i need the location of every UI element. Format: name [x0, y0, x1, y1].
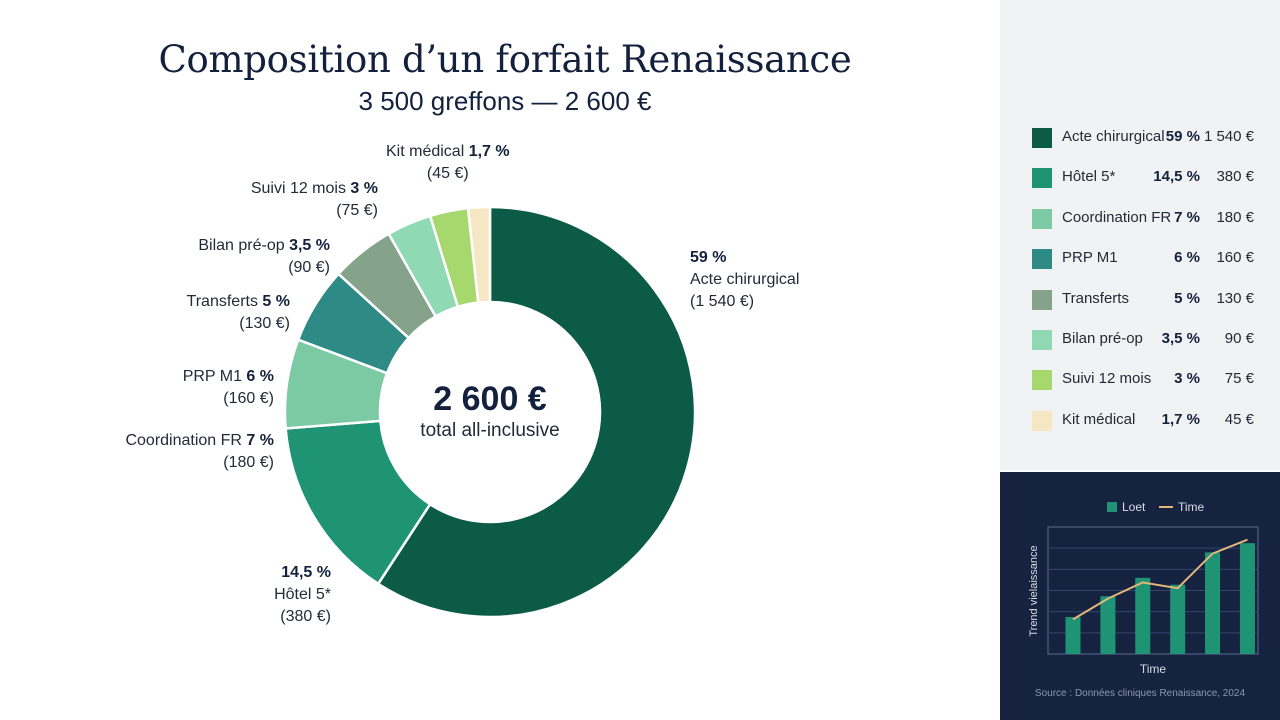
legend-label: PRP M1: [1062, 249, 1118, 267]
legend-percent: 7 %: [1174, 208, 1200, 226]
mini-bar-chart: Loet Time Time Trend vielaissance: [1028, 500, 1259, 676]
donut-chart: [283, 205, 697, 619]
mini-bar: [1065, 617, 1081, 654]
slice-amount: (75 €): [336, 202, 378, 219]
slice-label-acte: 59 % Acte chirurgical (1 540 €): [690, 247, 799, 313]
slice-amount: (130 €): [239, 315, 290, 332]
legend-amount: 45 €: [1224, 410, 1254, 428]
donut-slice-acte-chirurgical: [376, 205, 697, 619]
mini-trend-panel: Loet Time Time Trend vielaissance Source : …: [1000, 472, 1280, 720]
legend-item: PRP M1 6 % 160 €: [1000, 247, 1280, 271]
slice-name: Acte chirurgical: [690, 271, 800, 288]
legend-swatch: [1032, 168, 1052, 189]
legend-item: Hôtel 5* 14,5 % 380 €: [1000, 166, 1280, 190]
slice-amount: (380 €): [280, 608, 331, 625]
legend-item: Kit médical 1,7 % 45 €: [1000, 409, 1280, 433]
legend-amount: 90 €: [1224, 330, 1254, 347]
legend-swatch: [1032, 249, 1052, 270]
legend-amount: 380 €: [1216, 168, 1254, 186]
slice-name: Transferts: [186, 293, 258, 310]
mini-bar: [1135, 577, 1151, 654]
legend-percent: 59 %: [1165, 128, 1200, 145]
mini-bar: [1205, 552, 1221, 654]
legend-percent: 6 %: [1174, 249, 1200, 267]
slice-name: Kit médical: [386, 143, 465, 160]
slice-name: Suivi 12 mois: [250, 180, 346, 197]
legend-label: Suivi 12 mois: [1062, 370, 1152, 388]
slice-pct: 1,7 %: [468, 143, 510, 160]
chart-subtitle: 3 500 greffons — 2 600 €: [358, 86, 652, 116]
mini-bar: [1100, 596, 1116, 654]
mini-bar: [1239, 543, 1255, 654]
slice-name: PRP M1: [182, 368, 242, 385]
slice-name: Bilan pré-op: [198, 237, 285, 254]
slice-name: Coordination FR: [125, 432, 242, 449]
legend-swatch: [1032, 330, 1052, 350]
legend-label: Hôtel 5*: [1062, 168, 1116, 186]
legend-percent: 1,7 %: [1161, 410, 1200, 428]
legend-item: Suivi 12 mois 3 % 75 €: [1000, 368, 1280, 392]
legend-label: Acte chirurgical: [1062, 128, 1165, 145]
legend-percent: 5 %: [1174, 289, 1200, 307]
center-total-label: total all-inclusive: [420, 420, 560, 441]
slice-pct: 3,5 %: [289, 237, 330, 254]
slice-pct: 6 %: [246, 368, 274, 385]
slice-pct: 7 %: [246, 432, 274, 449]
legend-label: Bilan pré-op: [1062, 330, 1143, 347]
mini-y-axis-label: Trend vielaissance: [1028, 545, 1040, 636]
mini-trend-line: [1072, 538, 1248, 621]
legend-item: Coordination FR 7 % 180 €: [1000, 207, 1280, 231]
slice-pct: 3 %: [350, 180, 378, 197]
slice-amount: (45 €): [426, 165, 469, 182]
chart-title: Composition d’un forfait Renaissance: [158, 38, 852, 81]
legend-item: Transferts 5 % 130 €: [1000, 288, 1280, 312]
legend-swatch: [1032, 128, 1052, 148]
slice-name: Hôtel 5*: [274, 586, 331, 603]
slice-pct: 59 %: [690, 249, 727, 266]
slice-label-transferts: Transferts 5 % (130 €): [187, 291, 290, 335]
mini-legend-label: Loet: [1122, 500, 1146, 514]
legend-percent: 3,5 %: [1161, 330, 1200, 347]
legend-percent: 14,5 %: [1153, 168, 1200, 186]
legend-amount: 130 €: [1216, 289, 1254, 307]
slice-amount: (160 €): [223, 390, 274, 407]
legend-label: Kit médical: [1062, 410, 1136, 428]
legend-swatch: [1032, 208, 1052, 229]
slice-amount: (1 540 €): [690, 293, 755, 310]
mini-x-axis-label: Time: [1140, 662, 1167, 676]
source-note: Source : Données cliniques Renaissance, …: [1034, 688, 1246, 699]
legend-label: Coordination FR: [1062, 208, 1172, 226]
slice-label-prp: PRP M1 6 % (160 €): [183, 366, 274, 410]
legend-swatch: [1032, 410, 1052, 431]
slice-label-suivi: Suivi 12 mois 3 % (75 €): [251, 178, 378, 222]
mini-legend-label: Time: [1178, 500, 1205, 514]
slice-amount: (90 €): [288, 259, 330, 276]
mini-bar: [1170, 584, 1186, 654]
slice-label-bilan: Bilan pré-op 3,5 % (90 €): [198, 235, 330, 279]
mini-legend-swatch: [1107, 502, 1117, 512]
legend-item: Acte chirurgical 59 % 1 540 €: [1000, 126, 1280, 150]
legend-amount: 160 €: [1216, 249, 1254, 267]
slice-amount: (180 €): [223, 454, 274, 471]
main-chart-area: Composition d’un forfait Renaissance 3 5…: [125, 38, 852, 628]
legend-amount: 1 540 €: [1203, 128, 1254, 145]
slice-label-kit: Kit médical 1,7 % (45 €): [386, 141, 510, 185]
legend-swatch: [1032, 370, 1052, 391]
donut-slice-kit-m-dical: [466, 205, 492, 305]
slice-pct: 5 %: [262, 293, 290, 310]
legend-swatch: [1032, 289, 1052, 310]
center-total-value: 2 600 €: [433, 380, 547, 418]
slice-pct: 14,5 %: [281, 564, 331, 581]
legend-panel: Acte chirurgical 59 % 1 540 € Hôtel 5* 14,5 …: [1000, 0, 1280, 470]
legend-label: Transferts: [1062, 289, 1129, 307]
legend-percent: 3 %: [1174, 370, 1200, 388]
legend-amount: 180 €: [1216, 208, 1254, 226]
slice-label-coordination: Coordination FR 7 % (180 €): [125, 430, 274, 474]
legend-amount: 75 €: [1224, 370, 1254, 388]
slice-label-hotel: 14,5 % Hôtel 5* (380 €): [274, 562, 331, 628]
legend-item: Bilan pré-op 3,5 % 90 €: [1000, 328, 1280, 352]
